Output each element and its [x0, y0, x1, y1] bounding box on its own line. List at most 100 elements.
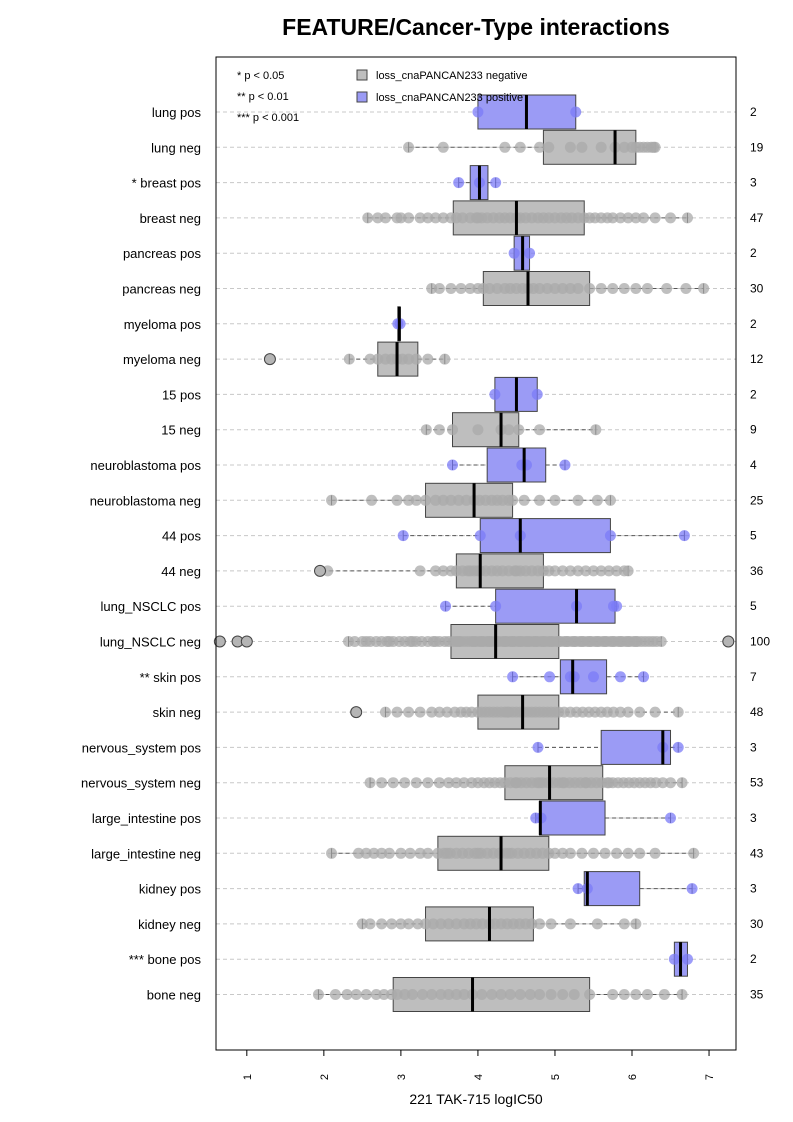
point-15-pos-0 — [489, 388, 501, 400]
chart-title: FEATURE/Cancer-Type interactions — [282, 14, 670, 40]
x-tick-label-5: 5 — [550, 1074, 562, 1080]
point-breast-neg-2 — [379, 212, 391, 224]
point-pancreas-neg-8 — [491, 283, 503, 294]
x-axis-label: 221 TAK-715 logIC50 — [409, 1091, 543, 1107]
point-breast-neg-38 — [614, 212, 626, 224]
point-lung-nsclc-neg-89 — [553, 636, 565, 647]
point-15-pos-1 — [531, 388, 543, 400]
point-bone-neg-16 — [458, 989, 470, 1000]
point-skin-neg-5 — [433, 706, 445, 718]
point-nervous-system-neg-48 — [510, 777, 522, 789]
point-kidney-neg-23 — [526, 918, 538, 930]
point-breast-neg-5 — [414, 212, 426, 224]
point-large-intestine-neg-7 — [404, 847, 416, 859]
row-count-44-neg: 36 — [750, 564, 764, 578]
point-kidney-neg-11 — [450, 918, 462, 930]
point-breast-neg-43 — [665, 212, 677, 224]
point-large-intestine-neg-3 — [368, 847, 380, 859]
point-skin-neg-46 — [672, 706, 684, 718]
point-pancreas-neg-16 — [541, 283, 553, 294]
point-44-neg-35 — [464, 565, 476, 577]
point-lung-neg-3 — [514, 141, 526, 153]
point-lung-nsclc-neg-82 — [499, 636, 511, 647]
point-bone-neg-13 — [435, 989, 447, 1000]
point-lung-nsclc-pos-0 — [440, 600, 452, 612]
point-44-neg-32 — [622, 565, 634, 577]
legend-label-1: loss_cnaPANCAN233 negative — [376, 70, 527, 82]
point-pancreas-neg-1 — [433, 283, 445, 294]
row-label-skin-pos: ** skin pos — [140, 670, 202, 685]
point-nervous-system-pos-0 — [532, 741, 544, 753]
row-label-breast-pos: * breast pos — [132, 176, 202, 191]
row-count-bone-pos: 2 — [750, 952, 757, 966]
point-nervous-system-neg-46 — [665, 777, 677, 789]
point-nervous-system-neg-3 — [399, 777, 411, 789]
point-bone-neg-34 — [676, 989, 688, 1000]
outlier-lung-nsclc-neg-3 — [722, 635, 735, 648]
point-skin-neg-43 — [622, 706, 634, 718]
point-large-intestine-neg-33 — [587, 847, 599, 859]
point-large-intestine-neg-9 — [422, 847, 434, 859]
point-lung-nsclc-neg-86 — [530, 636, 542, 647]
point-breast-neg-37 — [607, 212, 619, 224]
row-count-neuroblastoma-pos: 4 — [750, 458, 757, 472]
point-neuroblastoma-neg-24 — [604, 494, 616, 506]
point-nervous-system-neg-0 — [364, 777, 376, 789]
row-label-skin-neg: skin neg — [153, 705, 201, 720]
point-bone-neg-5 — [370, 989, 382, 1000]
point-kidney-neg-27 — [591, 918, 603, 930]
point-myeloma-neg-10 — [439, 353, 451, 365]
point-44-neg-29 — [603, 565, 615, 577]
point-kidney-neg-24 — [534, 918, 546, 930]
point-breast-neg-11 — [457, 212, 469, 224]
point-kidney-neg-8 — [427, 918, 439, 930]
row-label-15-neg: 15 neg — [161, 423, 201, 438]
point-nervous-system-neg-49 — [534, 777, 546, 789]
point-lung-nsclc-neg-84 — [514, 636, 526, 647]
point-neuroblastoma-neg-10 — [460, 494, 472, 506]
point-large-intestine-neg-34 — [599, 847, 611, 859]
point-lung-nsclc-neg-95 — [599, 636, 611, 647]
point-44-neg-22 — [549, 565, 561, 577]
point-large-intestine-neg-35 — [611, 847, 623, 859]
point-lung-nsclc-neg-88 — [545, 636, 557, 647]
point-lung-nsclc-neg-85 — [522, 636, 534, 647]
point-large-intestine-neg-42 — [441, 847, 453, 859]
point-lung-nsclc-neg-78 — [468, 636, 480, 647]
row-count-kidney-pos: 3 — [750, 882, 757, 896]
point-breast-pos-2 — [490, 177, 502, 189]
point-bone-neg-18 — [476, 989, 488, 1000]
point-44-pos-3 — [604, 530, 616, 542]
point-large-intestine-neg-1 — [353, 847, 365, 859]
point-nervous-system-neg-52 — [603, 777, 615, 789]
row-label-lung-pos: lung pos — [152, 105, 202, 120]
point-44-neg-26 — [580, 565, 592, 577]
point-44-neg-1 — [414, 565, 426, 577]
outlier-lung-nsclc-neg-0 — [213, 635, 226, 648]
point-kidney-neg-6 — [412, 918, 424, 930]
point-lung-neg-5 — [576, 141, 588, 153]
point-bone-neg-28 — [584, 989, 596, 1000]
point-myeloma-neg-1 — [364, 353, 376, 365]
row-count-lung-nsclc-neg: 100 — [750, 635, 770, 649]
significance-legend-1: * p < 0.05 — [237, 70, 284, 82]
point-neuroblastoma-neg-20 — [534, 494, 546, 506]
point-skin-pos-3 — [568, 671, 580, 683]
point-nervous-system-neg-8 — [450, 777, 462, 789]
x-tick-label-6: 6 — [627, 1074, 639, 1080]
point-large-intestine-neg-39 — [688, 847, 700, 859]
point-large-intestine-neg-0 — [326, 847, 338, 859]
point-neuroblastoma-neg-18 — [507, 494, 519, 506]
point-15-neg-3 — [472, 424, 484, 436]
row-label-lung-neg: lung neg — [151, 140, 201, 155]
point-44-pos-4 — [678, 530, 690, 542]
point-bone-neg-8 — [391, 989, 403, 1000]
row-count-skin-neg: 48 — [750, 705, 764, 719]
point-lung-nsclc-neg-80 — [483, 636, 495, 647]
point-pancreas-neg-2 — [445, 283, 457, 294]
row-label-pancreas-neg: pancreas neg — [122, 282, 201, 297]
point-lung-nsclc-neg-79 — [476, 636, 488, 647]
row-count-44-pos: 5 — [750, 529, 757, 543]
point-neuroblastoma-neg-6 — [430, 494, 442, 506]
legend-label-2: loss_cnaPANCAN233 positive — [376, 92, 523, 104]
